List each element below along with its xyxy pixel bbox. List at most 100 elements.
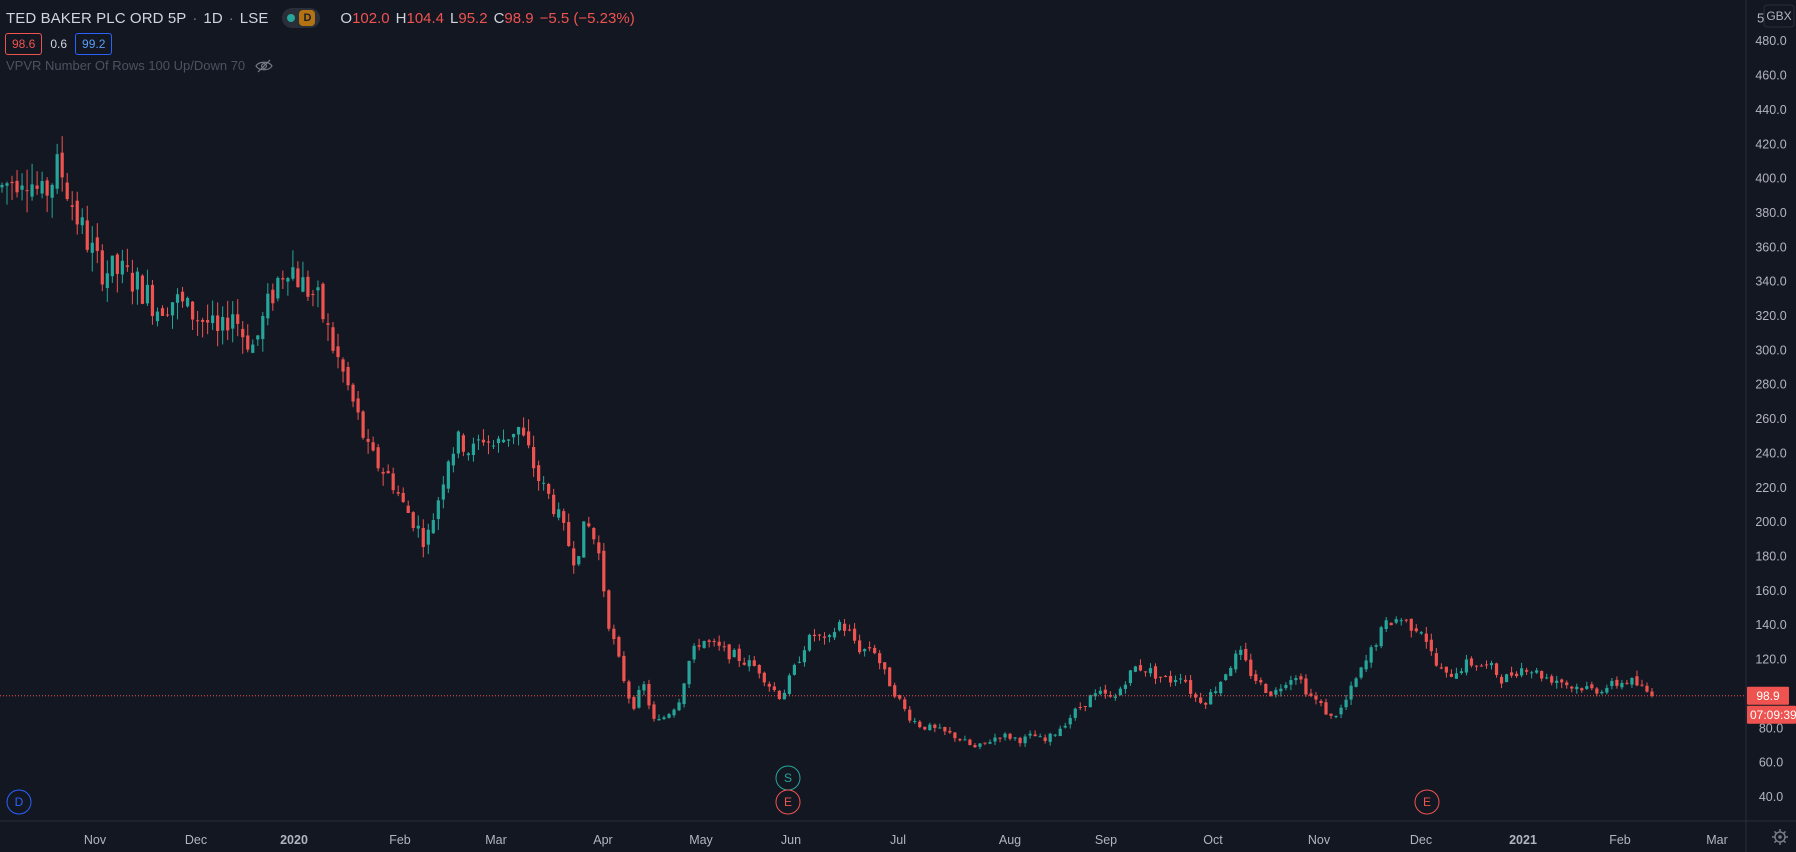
candle-body	[898, 695, 902, 699]
candle-body	[1399, 620, 1403, 622]
candle-body	[1605, 687, 1609, 693]
candle-body	[1585, 686, 1589, 689]
candle-body	[1419, 632, 1423, 634]
hidden-eye-icon[interactable]	[255, 59, 273, 73]
candle-body	[1244, 648, 1248, 661]
candle-body	[306, 276, 310, 297]
candle-body	[1199, 697, 1203, 703]
candle-body	[1118, 688, 1122, 696]
price-tick-label: 200.0	[1755, 515, 1786, 529]
candle-body	[1409, 618, 1413, 631]
candle-body	[291, 267, 295, 279]
candle-body	[712, 640, 716, 643]
candle-body	[532, 447, 536, 469]
candle-body	[737, 648, 741, 662]
price-tick-label: 240.0	[1755, 446, 1786, 460]
candle-body	[837, 621, 842, 631]
candle-body	[697, 645, 701, 647]
candle-body	[893, 685, 897, 697]
candle-body	[1259, 680, 1263, 683]
candle-body	[391, 473, 395, 491]
time-axis[interactable]: Nov Dec 2020 Feb Mar Apr May Jun Jul Aug Sep Oct Nov…	[84, 833, 1728, 847]
candle-body	[486, 441, 491, 443]
earnings-marker[interactable]: E	[775, 789, 801, 815]
candle-body	[165, 314, 170, 316]
candle-body	[105, 273, 109, 289]
candle-body	[1214, 691, 1218, 693]
candle-body	[1038, 736, 1042, 738]
market-status[interactable]: D	[282, 8, 321, 28]
candle-body	[1650, 691, 1654, 696]
candle-body	[842, 623, 847, 631]
candle-body	[1274, 689, 1278, 695]
exchange-label: LSE	[239, 9, 269, 27]
candle-body	[496, 438, 501, 444]
candle-body	[1269, 691, 1273, 696]
candle-body	[1374, 645, 1378, 647]
countdown-label: 07:09:39	[1750, 708, 1796, 722]
candle-body	[1469, 658, 1474, 666]
candle-body	[1083, 706, 1087, 708]
open-key: O	[340, 9, 353, 27]
candle-body	[742, 662, 746, 665]
candle-body	[1389, 622, 1393, 626]
time-tick-label: Oct	[1203, 833, 1223, 847]
candle-body	[336, 346, 340, 358]
candle-body	[1580, 688, 1584, 691]
candle-body	[727, 644, 731, 660]
candle-body	[446, 461, 450, 489]
candle-body	[1123, 684, 1128, 689]
candle-body	[216, 315, 220, 331]
earnings-marker[interactable]: E	[1414, 789, 1440, 815]
dividend-marker[interactable]: D	[6, 789, 32, 815]
candle-body	[1459, 671, 1464, 674]
candle-body	[978, 743, 982, 747]
candle-body	[767, 683, 771, 687]
candle-body	[125, 265, 129, 267]
low-key: L	[450, 9, 459, 27]
indicator-legend[interactable]: VPVR Number Of Rows 100 Up/Down 70	[6, 58, 273, 73]
candle-body	[1464, 659, 1469, 673]
buy-price-button[interactable]: 99.2	[75, 33, 113, 55]
candle-body	[185, 297, 190, 307]
candle-body	[983, 742, 987, 744]
candle-body	[993, 737, 997, 742]
candle-body	[426, 529, 430, 545]
candle-body	[1234, 653, 1238, 670]
candle-body	[1479, 665, 1484, 667]
price-tick-label: 460.0	[1755, 69, 1786, 83]
settings-gear-icon[interactable]	[1772, 829, 1788, 845]
candle-body	[1595, 688, 1599, 694]
last-price-tag: 98.9 07:09:39	[1747, 686, 1796, 724]
candle-body	[1264, 684, 1268, 693]
candle-body	[627, 681, 631, 699]
candle-body	[537, 465, 541, 482]
candle-body	[251, 344, 255, 353]
candle-body	[567, 522, 571, 546]
candle-body	[1429, 639, 1433, 652]
candle-body	[1314, 696, 1318, 700]
candle-body	[376, 447, 380, 469]
candle-body	[1575, 686, 1579, 690]
candle-body	[1168, 675, 1173, 683]
candle-body	[366, 438, 370, 442]
candle-body	[622, 655, 626, 682]
candle-body	[873, 647, 877, 654]
split-marker[interactable]: S	[775, 765, 801, 791]
symbol-name[interactable]: TED BAKER PLC ORD 5P	[6, 9, 187, 27]
candle-body	[682, 683, 686, 705]
candle-body	[381, 472, 385, 474]
interval-label[interactable]: 1D	[203, 9, 223, 27]
sell-price-button[interactable]: 98.6	[5, 33, 43, 55]
price-axis[interactable]: 40.060.080.0100.0120.0140.0160.0180.0200…	[1755, 34, 1786, 804]
candle-body	[386, 471, 390, 474]
candle-body	[557, 509, 561, 518]
candle-body	[1173, 680, 1178, 683]
candle-body	[451, 453, 455, 466]
candle-body	[857, 640, 862, 653]
currency-button[interactable]: GBX	[1763, 4, 1795, 28]
candle-body	[1359, 667, 1363, 678]
